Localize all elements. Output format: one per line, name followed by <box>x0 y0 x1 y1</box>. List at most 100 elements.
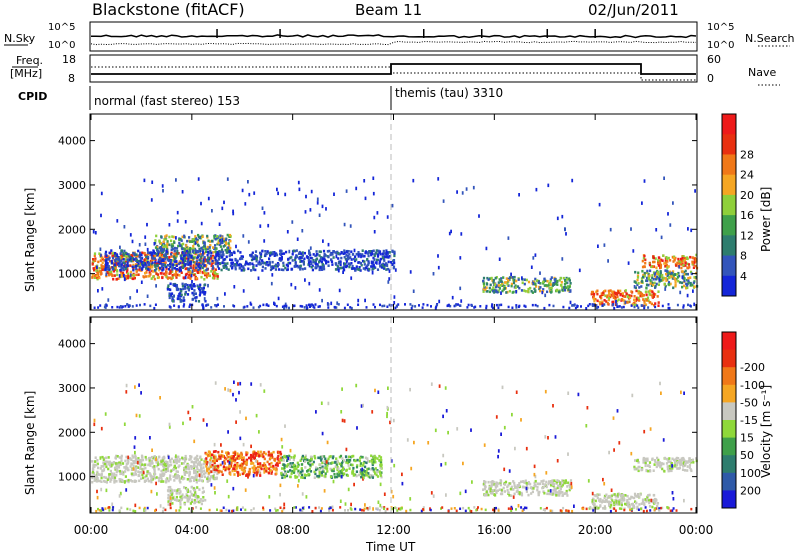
echo-cell <box>204 265 207 268</box>
echo-cell <box>157 476 160 480</box>
echo-cell <box>690 272 693 276</box>
echo-cell <box>281 456 284 459</box>
echo-cell <box>525 484 529 487</box>
echo-cell <box>168 257 171 260</box>
echo-cell <box>181 235 184 239</box>
echo-cell <box>175 284 178 287</box>
echo-cell <box>91 475 94 479</box>
echo-cell <box>209 471 212 474</box>
echo-cell <box>422 303 425 306</box>
echo-cell <box>294 474 297 478</box>
echo-cell <box>523 481 526 484</box>
echo-cell <box>550 276 553 279</box>
echo-cell <box>220 256 224 259</box>
echo-cell <box>182 276 185 279</box>
echo-cell <box>198 463 201 467</box>
echo-cell <box>652 256 655 260</box>
echo-cell <box>378 470 381 473</box>
echo-cell <box>359 456 362 460</box>
echo-cell <box>380 464 383 468</box>
echo-cell <box>193 237 196 241</box>
echo-cell <box>166 243 169 247</box>
echo-cell <box>279 483 282 488</box>
echo-cell <box>162 464 165 468</box>
echo-cell <box>99 270 102 273</box>
echo-cell <box>183 263 186 267</box>
echo-cell <box>537 281 540 284</box>
echo-cell <box>221 450 224 453</box>
echo-cell <box>162 245 165 249</box>
echo-cell <box>119 268 122 272</box>
echo-cell <box>593 494 596 497</box>
echo-cell <box>204 241 206 245</box>
echo-cell <box>172 468 175 472</box>
echo-cell <box>530 492 533 495</box>
echo-cell <box>206 247 209 250</box>
echo-cell <box>176 249 179 253</box>
echo-cell <box>683 464 686 467</box>
colorbar-tick-label: 8 <box>740 250 747 263</box>
echo-cell <box>637 465 640 469</box>
echo-cell <box>657 259 660 262</box>
echo-cell <box>378 260 382 263</box>
echo-cell <box>669 282 672 286</box>
echo-cell <box>636 506 639 510</box>
echo-cell <box>321 461 324 465</box>
echo-cell <box>545 485 548 489</box>
echo-cell <box>126 264 129 267</box>
echo-cell <box>637 469 640 473</box>
echo-cell <box>578 268 581 273</box>
echo-cell <box>199 499 202 503</box>
echo-cell <box>650 284 653 287</box>
echo-cell <box>229 472 232 476</box>
echo-cell <box>213 465 216 469</box>
echo-cell <box>256 470 259 474</box>
echo-cell <box>633 285 636 289</box>
echo-cell <box>636 467 639 471</box>
echo-cell <box>132 465 135 468</box>
echo-cell <box>216 472 219 476</box>
echo-cell <box>171 273 174 277</box>
echo-cell <box>371 467 374 470</box>
echo-cell <box>127 460 130 463</box>
echo-cell <box>454 304 457 307</box>
echo-cell <box>268 260 271 264</box>
echo-cell <box>677 461 680 464</box>
echo-cell <box>346 474 349 477</box>
echo-cell <box>134 469 137 472</box>
echo-cell <box>123 466 126 469</box>
echo-cell <box>148 461 152 465</box>
echo-cell <box>435 303 438 307</box>
echo-cell <box>170 496 173 500</box>
echo-cell <box>205 452 208 456</box>
echo-cell <box>627 505 630 508</box>
echo-cell <box>198 269 201 272</box>
echo-cell <box>148 459 151 462</box>
echo-cell <box>121 275 124 278</box>
echo-cell <box>189 262 192 266</box>
echo-cell <box>107 255 110 258</box>
echo-cell <box>147 251 150 254</box>
echo-cell <box>561 214 564 219</box>
echo-cell <box>118 478 121 481</box>
echo-cell <box>237 263 240 267</box>
echo-cell <box>202 241 206 245</box>
echo-cell <box>211 276 215 280</box>
echo-cell <box>372 455 375 459</box>
echo-cell <box>186 261 189 264</box>
echo-cell <box>149 304 152 308</box>
echo-cell <box>211 209 213 213</box>
echo-cell <box>170 457 173 461</box>
echo-cell <box>274 263 277 267</box>
echo-cell <box>209 458 212 462</box>
echo-cell <box>137 262 140 266</box>
echo-cell <box>134 459 137 463</box>
echo-cell <box>324 474 327 478</box>
echo-cell <box>178 238 181 241</box>
echo-cell <box>299 268 302 271</box>
echo-cell <box>607 297 611 300</box>
echo-cell <box>689 459 693 462</box>
echo-cell <box>345 260 348 264</box>
echo-cell <box>557 480 560 483</box>
echo-cell <box>382 256 385 260</box>
